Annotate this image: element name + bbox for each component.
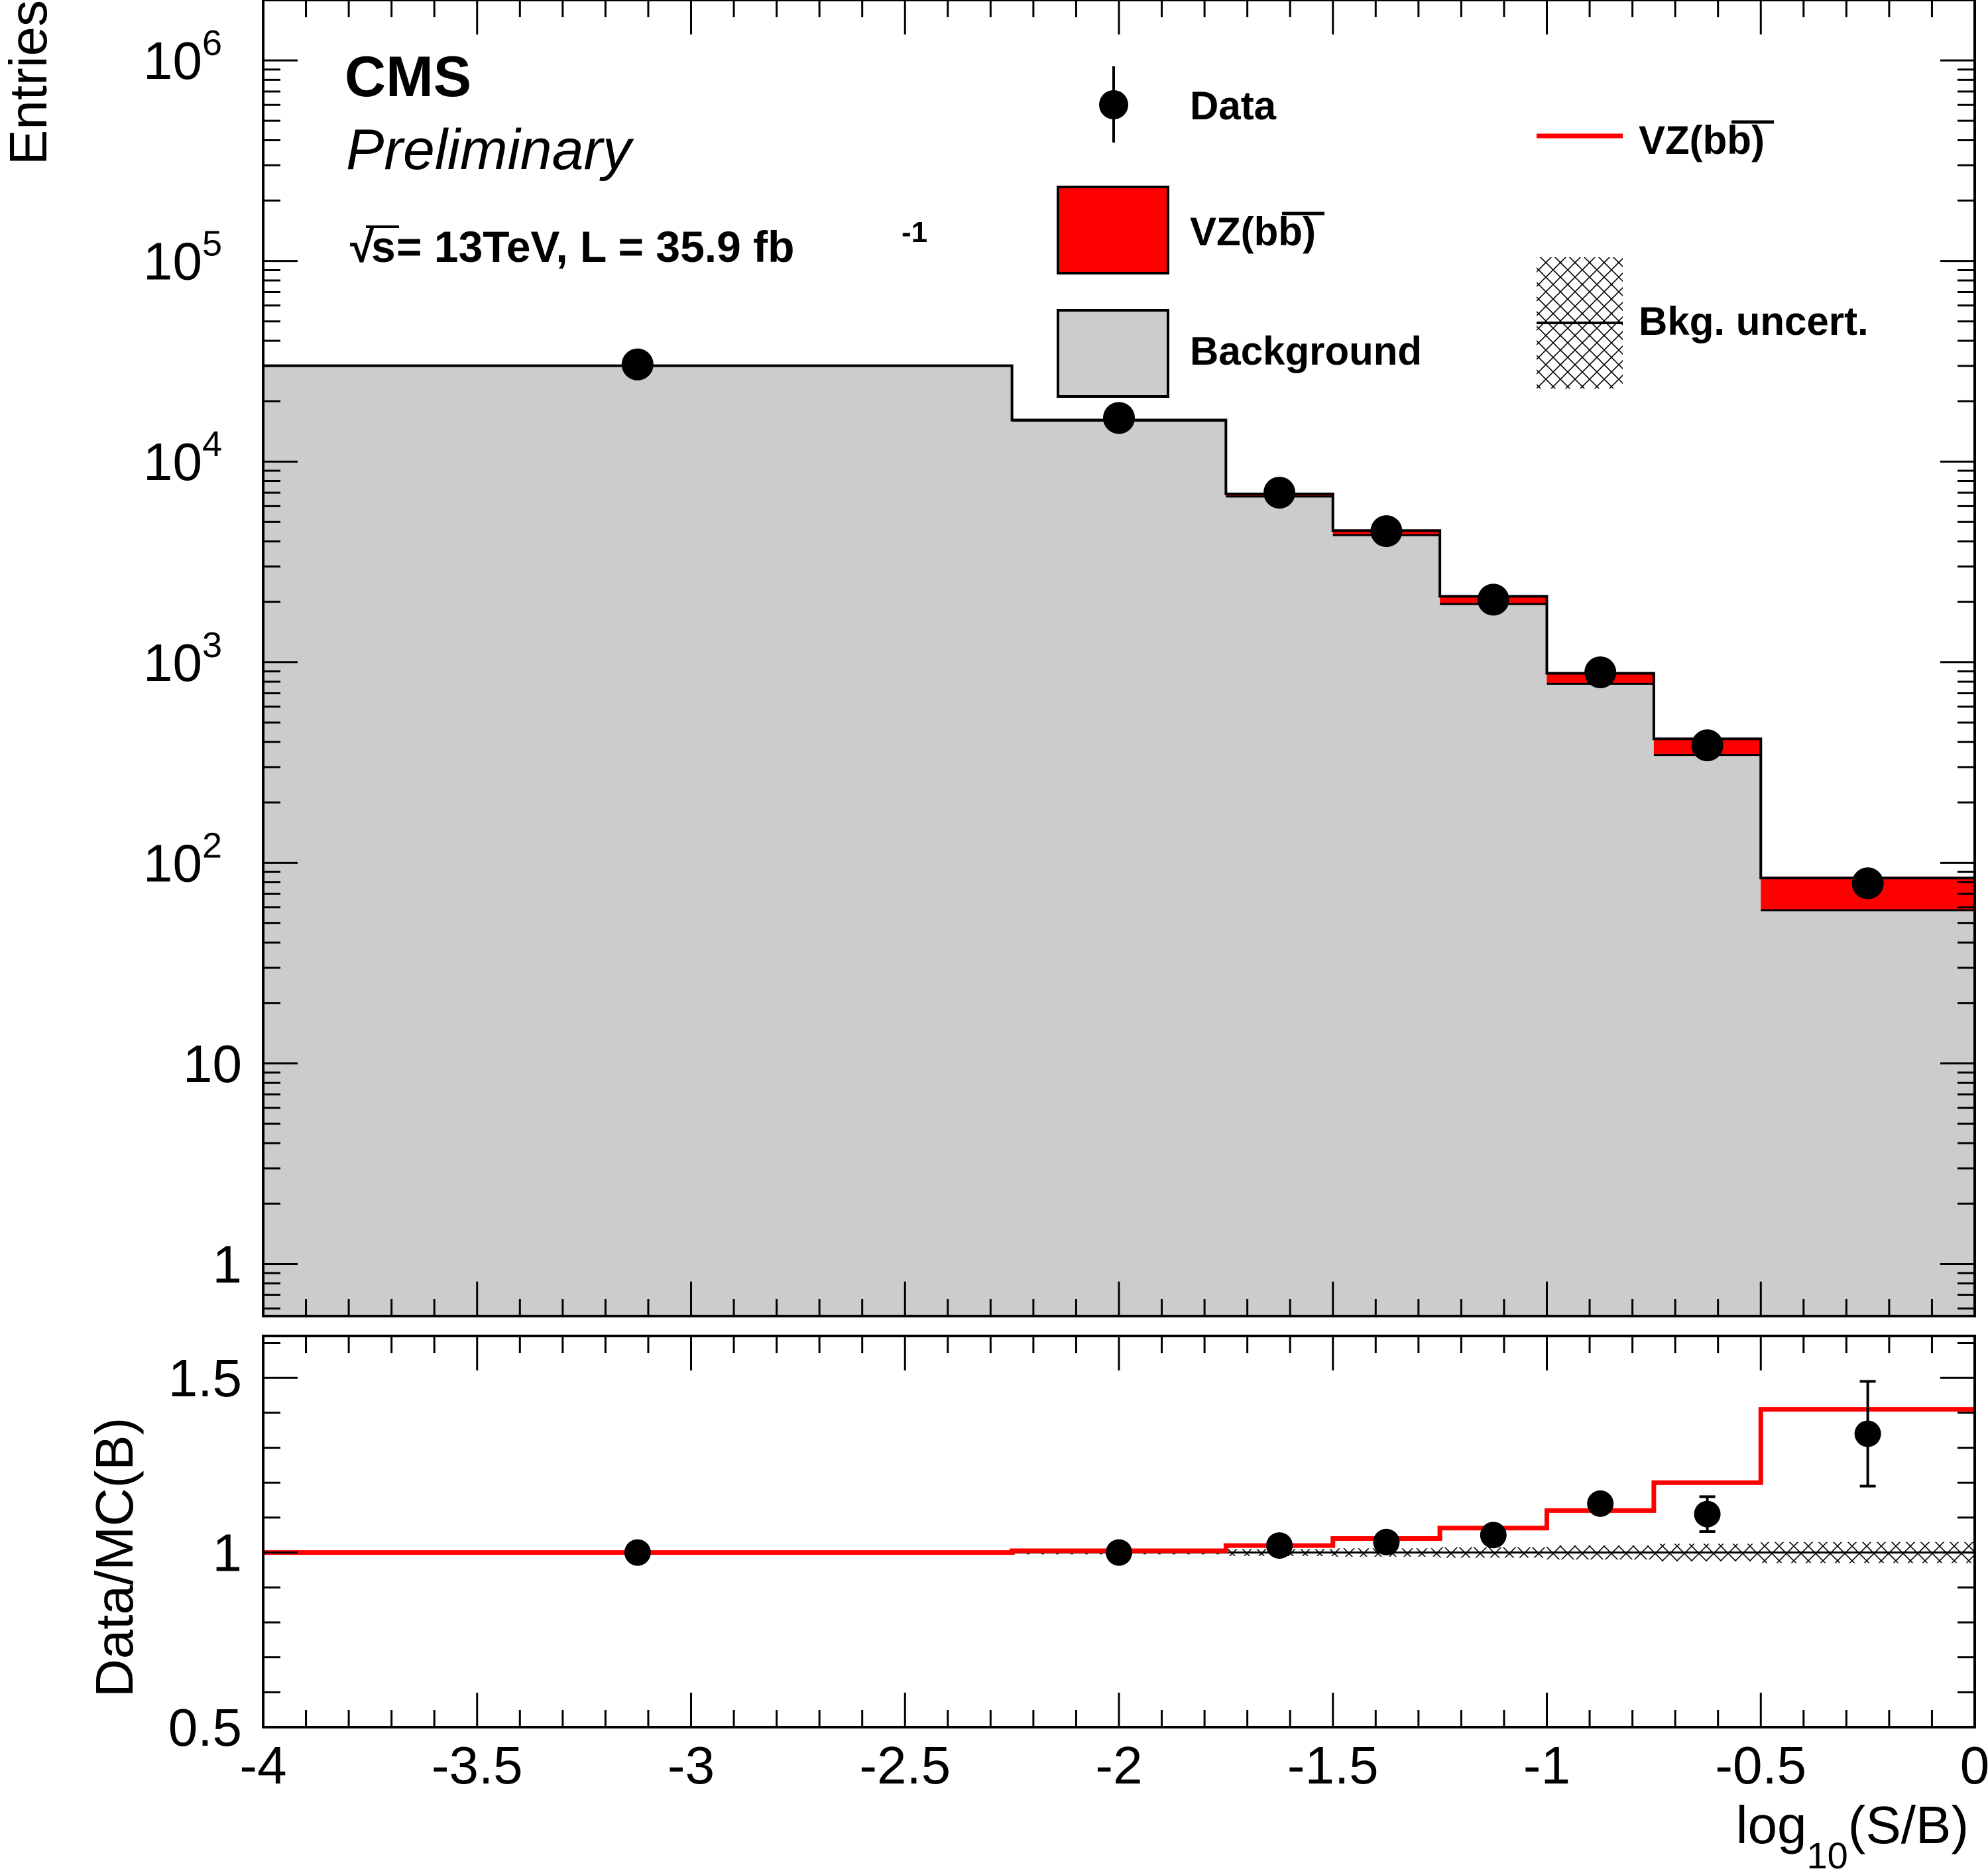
- y-tick-label-base: 10: [143, 833, 202, 892]
- main-x-ticks: [262, 0, 1976, 1316]
- x-tick-label: 0: [1960, 1736, 1988, 1795]
- y-tick-label-base: 1: [213, 1235, 243, 1294]
- ratio-panel: 0.5 1 1.5 -4 -3.5 -3 -2.5 -2 -1.5 -1 -0.5 0 Data/M…: [85, 1335, 1988, 1875]
- ratio-y-tick-label: 0.5: [168, 1698, 242, 1757]
- lumi-s: s: [371, 222, 396, 271]
- data-points: [621, 348, 1884, 900]
- background-bar: [1332, 535, 1440, 1316]
- background-bar: [1440, 604, 1547, 1316]
- y-tick-label: 10: [183, 1034, 242, 1093]
- legend: Data VZ(bb) Background VZ(bb) Bkg. uncer…: [1057, 66, 1869, 398]
- ratio-data-points: [624, 1380, 1881, 1566]
- preliminary-label: Preliminary: [346, 118, 634, 182]
- ratio-data-point: [1373, 1528, 1400, 1555]
- y-tick-label-exp: 6: [202, 23, 222, 63]
- ratio-x-ticks: [262, 1336, 1976, 1727]
- x-tick-label: -2.5: [859, 1736, 951, 1795]
- ratio-data-point: [1854, 1420, 1881, 1447]
- y-axis-title-main: Entries: [0, 0, 58, 165]
- data-point: [1477, 583, 1509, 616]
- ratio-data-point: [1106, 1539, 1132, 1566]
- ratio-data-point: [1266, 1532, 1293, 1559]
- y-tick-label-base: 10: [143, 232, 202, 291]
- x-tick-label: -2: [1095, 1736, 1142, 1795]
- legend-background: Background: [1057, 309, 1422, 398]
- x-tick-label: -1.5: [1287, 1736, 1379, 1795]
- x-tick-label: -3.5: [432, 1736, 523, 1795]
- x-axis-title-sub: 10: [1806, 1835, 1847, 1875]
- background-bar: [263, 365, 1012, 1316]
- legend-vz-fill: VZ(bb): [1057, 186, 1324, 274]
- legend-background-label: Background: [1190, 329, 1422, 373]
- y-tick-label: 106: [143, 23, 222, 90]
- lumi-sqrt: √: [350, 222, 375, 271]
- background-bar: [1653, 755, 1761, 1316]
- data-point: [1851, 867, 1884, 900]
- lumi-text: = 13TeV, L = 35.9 fb: [396, 222, 794, 271]
- data-point: [1584, 656, 1617, 689]
- x-tick-label: -1: [1523, 1736, 1570, 1795]
- ratio-data-point: [624, 1539, 651, 1566]
- data-point: [1691, 729, 1724, 762]
- background-bar: [1761, 910, 1975, 1316]
- x-tick-labels: -4 -3.5 -3 -2.5 -2 -1.5 -1 -0.5 0: [239, 1736, 1988, 1795]
- ratio-data-point: [1694, 1500, 1721, 1528]
- ratio-y-tick-label: 1: [213, 1524, 243, 1583]
- lumi-label: √ s = 13TeV, L = 35.9 fb -1: [350, 216, 927, 271]
- x-axis-title-rest: (S/B): [1848, 1795, 1969, 1854]
- data-point: [1103, 402, 1135, 434]
- y-tick-label: 105: [143, 224, 222, 291]
- y-axis-title-ratio: Data/MC(B): [85, 1418, 144, 1697]
- y-tick-label-base: 10: [183, 1034, 242, 1093]
- y-tick-label: 1: [213, 1235, 243, 1294]
- background-bar: [1012, 420, 1226, 1316]
- y-tick-label: 104: [143, 424, 222, 491]
- cms-label: CMS: [345, 45, 471, 109]
- data-point: [621, 348, 654, 381]
- lumi-superscript: -1: [902, 216, 927, 249]
- x-axis-title: log10(S/B): [1736, 1795, 1969, 1875]
- ratio-frame: [262, 1335, 1976, 1728]
- ratio-data-point: [1587, 1490, 1614, 1517]
- legend-vz-line: VZ(bb): [1537, 118, 1774, 162]
- legend-vz-line-label: VZ(bb): [1639, 118, 1765, 162]
- y-tick-label-base: 10: [143, 31, 202, 90]
- data-point: [1263, 477, 1296, 509]
- y-tick-label-exp: 2: [202, 825, 222, 865]
- legend-bkg-uncert: Bkg. uncert.: [1537, 257, 1869, 389]
- ratio-y-tick-label: 1.5: [168, 1349, 242, 1408]
- ratio-y-tick-labels: 0.5 1 1.5: [168, 1349, 242, 1757]
- legend-data-label: Data: [1190, 84, 1277, 128]
- x-tick-label: -3: [668, 1736, 715, 1795]
- y-tick-label-exp: 3: [202, 625, 222, 665]
- x-tick-label: -0.5: [1715, 1736, 1806, 1795]
- y-tick-label-base: 10: [143, 633, 202, 692]
- legend-vz-fill-label: VZ(bb): [1190, 210, 1316, 254]
- y-tick-label-exp: 4: [202, 424, 222, 464]
- x-tick-label: -4: [239, 1736, 286, 1795]
- x-axis-title-log: log: [1736, 1795, 1807, 1854]
- y-tick-label: 102: [143, 825, 222, 892]
- legend-bkg-uncert-label: Bkg. uncert.: [1639, 299, 1869, 343]
- main-y-ticks: [263, 0, 1975, 1310]
- y-tick-label-base: 10: [143, 432, 202, 491]
- background-bar: [1226, 496, 1333, 1316]
- background-histogram: [263, 365, 1975, 1316]
- ratio-y-ticks: [263, 1342, 1975, 1728]
- y-tick-label-exp: 5: [202, 224, 222, 264]
- background-bar: [1547, 684, 1654, 1316]
- data-point: [1370, 515, 1403, 548]
- legend-data: Data: [1099, 66, 1277, 143]
- y-tick-label: 103: [143, 625, 222, 692]
- ratio-data-point: [1480, 1522, 1507, 1549]
- signal-ratio-line: [263, 1407, 1975, 1555]
